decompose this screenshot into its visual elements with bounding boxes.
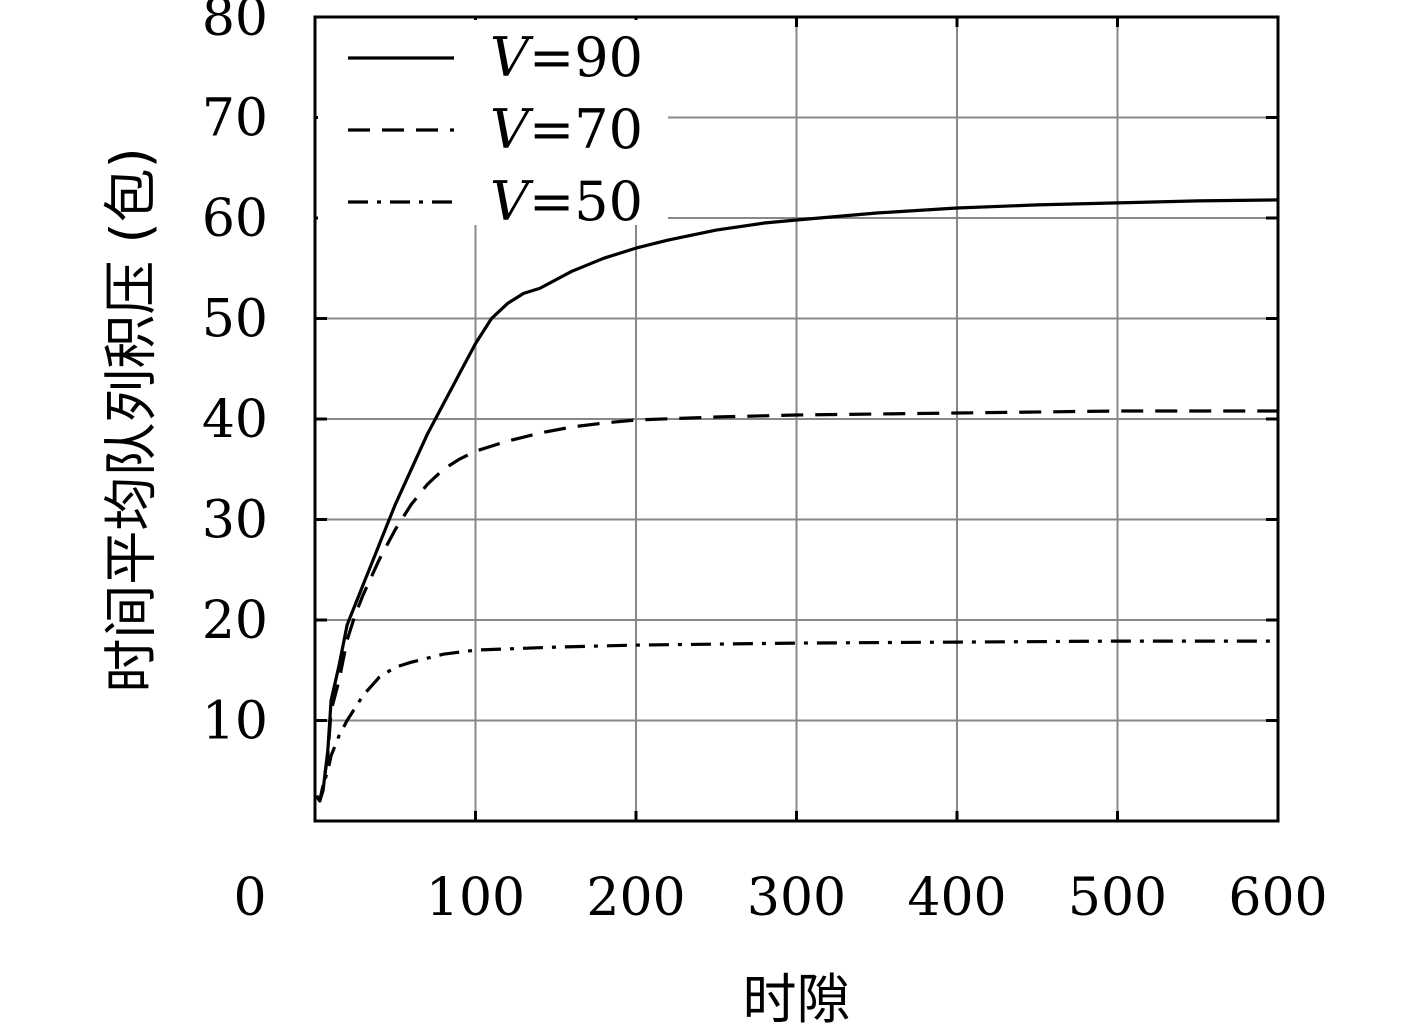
x-tick-label: 0 xyxy=(233,868,266,928)
y-tick-label: 80 xyxy=(202,0,268,48)
legend-variable: V xyxy=(490,26,534,89)
y-tick-label: 20 xyxy=(202,591,268,651)
legend-variable: V xyxy=(490,170,534,233)
y-tick-label: 50 xyxy=(202,290,268,350)
tick-labels: 0 100 200 300 400 500 600 10 20 30 40 50 60 70 80 xyxy=(202,0,1328,928)
x-tick-label: 100 xyxy=(426,868,525,928)
x-tick-label: 400 xyxy=(907,868,1006,928)
legend-value: =50 xyxy=(529,170,643,233)
x-axis-label: 时隙 xyxy=(743,968,851,1031)
legend-label-0: V=90 xyxy=(490,26,643,89)
legend-variable: V xyxy=(490,98,534,161)
legend-label-2: V=50 xyxy=(490,170,643,233)
series-line-1 xyxy=(315,409,1278,803)
y-axis-label: 时间平均队列积压 (包) xyxy=(100,147,163,692)
legend-value: =90 xyxy=(529,26,643,89)
x-tick-label: 500 xyxy=(1068,868,1167,928)
series-lines xyxy=(315,198,1279,803)
y-tick-label: 10 xyxy=(202,692,268,752)
legend: V=90V=70V=50 xyxy=(318,20,668,233)
y-tick-label: 40 xyxy=(202,390,268,450)
y-tick-label: 30 xyxy=(202,491,268,551)
y-tick-label: 60 xyxy=(202,189,268,249)
x-tick-label: 200 xyxy=(586,868,685,928)
plot-frame xyxy=(313,15,1280,823)
legend-label-1: V=70 xyxy=(490,98,643,161)
legend-value: =70 xyxy=(529,98,643,161)
y-tick-label: 70 xyxy=(202,89,268,149)
legend-box xyxy=(318,20,668,225)
series-line-0 xyxy=(315,198,1279,803)
x-tick-label: 300 xyxy=(747,868,846,928)
x-tick-label: 600 xyxy=(1228,868,1327,928)
